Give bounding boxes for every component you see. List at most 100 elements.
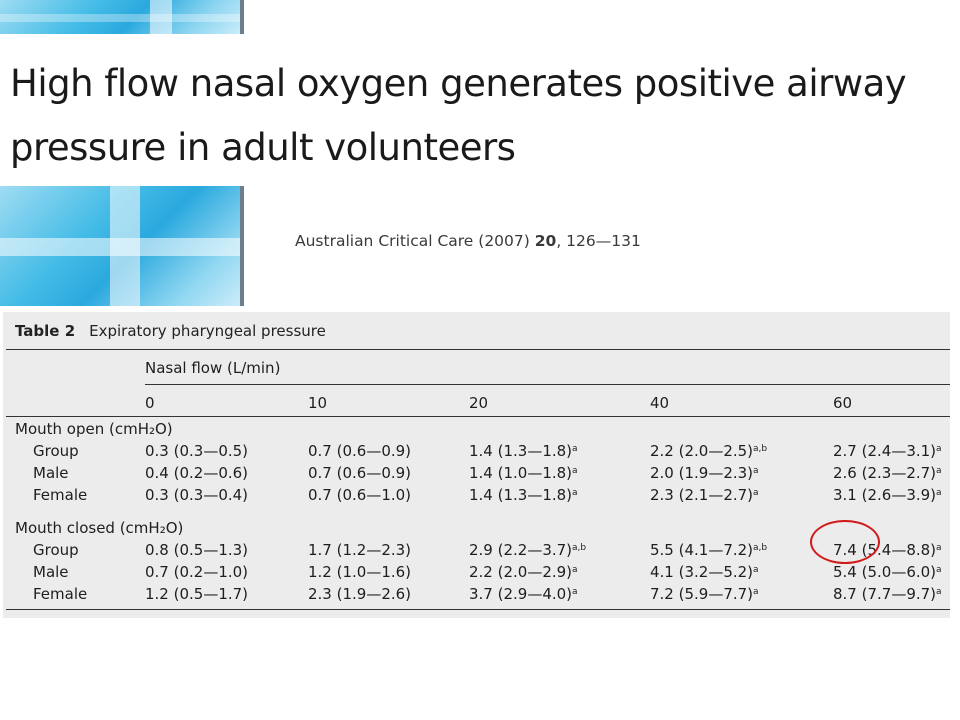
- flow-column-header: 0: [145, 394, 155, 412]
- row-label: Female: [33, 486, 88, 504]
- cell-footnote-marker: a: [572, 565, 578, 575]
- paper-title-line-1: High flow nasal oxygen generates positiv…: [10, 62, 907, 105]
- cell-footnote-marker: a: [936, 488, 942, 498]
- cell-value: 0.7 (0.2—1.0): [145, 563, 249, 581]
- table-cell: 8.7 (7.7—9.7)a: [833, 585, 942, 603]
- results-table: Table 2 Expiratory pharyngeal pressure Na…: [3, 312, 950, 618]
- cell-footnote-marker: a: [753, 466, 759, 476]
- table-cell: 2.3 (2.1—2.7)a: [650, 486, 759, 504]
- table-cell: 0.8 (0.5—1.3): [145, 541, 248, 559]
- paper-title: High flow nasal oxygen generates positiv…: [10, 52, 910, 180]
- cell-footnote-marker: a,b: [753, 444, 768, 454]
- table-cell: 0.4 (0.2—0.6): [145, 464, 248, 482]
- cell-value: 2.2 (2.0—2.9): [469, 563, 573, 581]
- table-cell: 1.4 (1.3—1.8)a: [469, 442, 578, 460]
- cell-footnote-marker: a: [936, 565, 942, 575]
- cell-value: 5.5 (4.1—7.2): [650, 541, 754, 559]
- cell-footnote-marker: a: [753, 587, 759, 597]
- cell-value: 0.3 (0.3—0.4): [145, 486, 249, 504]
- flow-column-header: 10: [308, 394, 328, 412]
- table-cell: 5.5 (4.1—7.2)a,b: [650, 541, 767, 559]
- paper-title-line-2: pressure in adult volunteers: [10, 126, 516, 169]
- row-label: Female: [33, 585, 88, 603]
- table-cell: 3.7 (2.9—4.0)a: [469, 585, 578, 603]
- row-label: Group: [33, 541, 79, 559]
- cell-footnote-marker: a: [753, 488, 759, 498]
- table-cell: 3.1 (2.6—3.9)a: [833, 486, 942, 504]
- table-cell: 4.1 (3.2—5.2)a: [650, 563, 759, 581]
- citation-volume: 20: [534, 232, 557, 250]
- cell-footnote-marker: a: [572, 444, 578, 454]
- table-cell: 2.6 (2.3—2.7)a: [833, 464, 942, 482]
- table-caption-text: Expiratory pharyngeal pressure: [89, 322, 326, 340]
- table-cell: 2.9 (2.2—3.7)a,b: [469, 541, 586, 559]
- table-cell: 1.2 (1.0—1.6): [308, 563, 411, 581]
- table-label: Table 2: [15, 322, 76, 340]
- cell-value: 2.9 (2.2—3.7): [469, 541, 573, 559]
- decorative-banner-middle: [0, 186, 244, 306]
- cell-value: 1.2 (0.5—1.7): [145, 585, 249, 603]
- cell-value: 1.4 (1.3—1.8): [469, 442, 573, 460]
- cell-value: 3.7 (2.9—4.0): [469, 585, 573, 603]
- cell-value: 2.6 (2.3—2.7): [833, 464, 937, 482]
- table-cell: 1.2 (0.5—1.7): [145, 585, 248, 603]
- cell-footnote-marker: a: [572, 488, 578, 498]
- citation: Australian Critical Care (2007) 20, 126—…: [295, 232, 641, 250]
- cell-value: 8.7 (7.7—9.7): [833, 585, 937, 603]
- cell-value: 3.1 (2.6—3.9): [833, 486, 937, 504]
- cell-value: 1.4 (1.0—1.8): [469, 464, 573, 482]
- cell-footnote-marker: a: [572, 466, 578, 476]
- cell-footnote-marker: a: [936, 543, 942, 553]
- cell-value: 5.4 (5.0—6.0): [833, 563, 937, 581]
- cell-value: 0.7 (0.6—0.9): [308, 464, 412, 482]
- cell-footnote-marker: a: [936, 466, 942, 476]
- table-bottom-rule: [6, 609, 950, 610]
- cell-footnote-marker: a,b: [572, 543, 587, 553]
- table-cell: 0.7 (0.6—0.9): [308, 464, 411, 482]
- table-cell: 2.3 (1.9—2.6): [308, 585, 411, 603]
- flow-column-header: 20: [469, 394, 489, 412]
- table-cell: 0.3 (0.3—0.5): [145, 442, 248, 460]
- table-cell: 0.7 (0.6—1.0): [308, 486, 411, 504]
- table-cell: 2.0 (1.9—2.3)a: [650, 464, 759, 482]
- cell-footnote-marker: a: [572, 587, 578, 597]
- cell-value: 2.7 (2.4—3.1): [833, 442, 937, 460]
- cell-value: 1.4 (1.3—1.8): [469, 486, 573, 504]
- column-header-rule: [6, 416, 950, 417]
- table-cell: 1.4 (1.3—1.8)a: [469, 486, 578, 504]
- cell-value: 2.3 (1.9—2.6): [308, 585, 412, 603]
- row-label: Group: [33, 442, 79, 460]
- red-highlight-circle: [810, 520, 880, 564]
- cell-value: 0.7 (0.6—0.9): [308, 442, 412, 460]
- cell-value: 2.3 (2.1—2.7): [650, 486, 754, 504]
- flow-header-rule: [145, 384, 950, 385]
- table-cell: 2.7 (2.4—3.1)a: [833, 442, 942, 460]
- row-label: Male: [33, 464, 69, 482]
- cell-value: 1.2 (1.0—1.6): [308, 563, 412, 581]
- table-cell: 5.4 (5.0—6.0)a: [833, 563, 942, 581]
- cell-value: 1.7 (1.2—2.3): [308, 541, 412, 559]
- table-cell: 2.2 (2.0—2.9)a: [469, 563, 578, 581]
- decorative-banner-top: [0, 0, 244, 34]
- cell-value: 2.0 (1.9—2.3): [650, 464, 754, 482]
- row-label: Male: [33, 563, 69, 581]
- cell-value: 0.3 (0.3—0.5): [145, 442, 249, 460]
- group-heading: Mouth closed (cmH₂O): [15, 519, 184, 537]
- cell-value: 0.4 (0.2—0.6): [145, 464, 249, 482]
- cell-value: 0.7 (0.6—1.0): [308, 486, 412, 504]
- cell-value: 2.2 (2.0—2.5): [650, 442, 754, 460]
- cell-value: 7.2 (5.9—7.7): [650, 585, 754, 603]
- table-cell: 7.2 (5.9—7.7)a: [650, 585, 759, 603]
- cell-footnote-marker: a,b: [753, 543, 768, 553]
- table-cell: 0.7 (0.2—1.0): [145, 563, 248, 581]
- table-caption: Table 2 Expiratory pharyngeal pressure: [15, 322, 326, 340]
- citation-journal: Australian Critical Care (2007): [295, 232, 530, 250]
- table-cell: 1.7 (1.2—2.3): [308, 541, 411, 559]
- table-cell: 0.3 (0.3—0.4): [145, 486, 248, 504]
- cell-value: 4.1 (3.2—5.2): [650, 563, 754, 581]
- cell-value: 0.8 (0.5—1.3): [145, 541, 249, 559]
- cell-footnote-marker: a: [936, 444, 942, 454]
- table-top-rule: [6, 349, 950, 350]
- nasal-flow-header: Nasal flow (L/min): [145, 359, 281, 377]
- flow-column-header: 40: [650, 394, 670, 412]
